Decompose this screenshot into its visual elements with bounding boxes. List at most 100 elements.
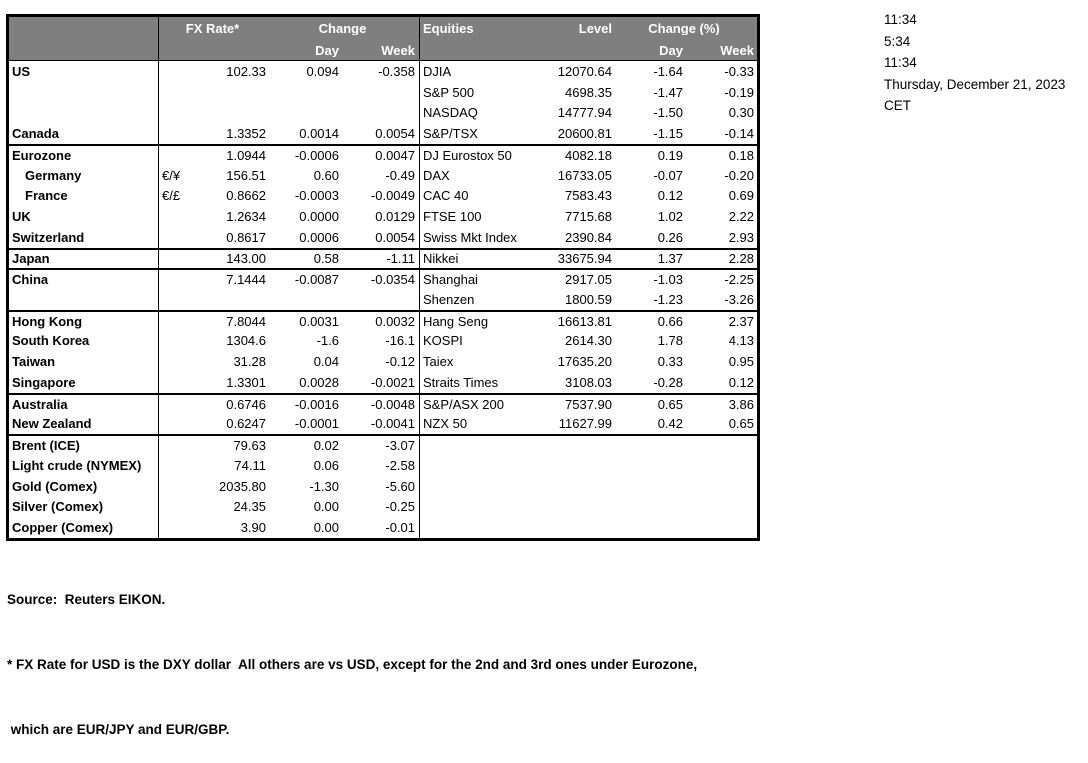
equity-week-change: -2.25	[724, 273, 754, 287]
fx-week-change: -1.11	[386, 252, 415, 266]
equity-week-change: -0.33	[724, 64, 754, 78]
equity-label	[419, 475, 544, 497]
currency-pair-label: €/£	[162, 189, 181, 203]
market-summary-table: FX Rate* Change Equities Level Change (%…	[6, 14, 760, 541]
equity-day-change: 0.42	[657, 417, 683, 431]
fx-rate-value: 0.8617	[226, 230, 266, 244]
equity-label: S&P 500	[419, 81, 544, 103]
equity-week-change: 3.86	[728, 397, 754, 411]
date-line: Thursday, December 21, 2023	[884, 76, 1066, 92]
country-label: Copper (Comex)	[9, 517, 159, 538]
fx-rate-value: 7.1444	[226, 273, 266, 287]
header-row-subcolumns: Day Week Day Week	[9, 40, 757, 60]
country-label: UK	[9, 206, 159, 227]
table-row: Singapore 1.3301 0.0028 -0.0021 Straits Time…	[9, 372, 757, 393]
fx-rate-value: 2035.80	[219, 479, 266, 493]
fx-week-change: 0.0054	[375, 127, 415, 141]
equity-level: 4698.35	[565, 85, 612, 99]
fx-day-change: 0.58	[313, 252, 339, 266]
fx-rate-value: 102.33	[226, 64, 266, 78]
equity-label: Hang Seng	[419, 311, 544, 331]
fx-rate-value: 0.8662	[226, 189, 266, 203]
table-row: South Korea 1304.6 -1.6 -16.1 KOSPI 2614.30 1.…	[9, 330, 757, 352]
fx-week-change: -3.07	[385, 439, 415, 453]
timestamp-block: 11:34 5:34 11:34 Thursday, December 21, …	[884, 9, 1065, 117]
equity-day-change: 1.78	[657, 334, 683, 348]
country-label: China	[9, 270, 159, 290]
country-label: Hong Kong	[9, 311, 159, 331]
equity-day-change: 0.65	[657, 397, 683, 411]
header-equity-blank	[419, 40, 544, 60]
country-label: Switzerland	[9, 226, 159, 248]
fx-rate-value: 143.00	[226, 252, 266, 266]
equity-level: 16613.81	[557, 314, 612, 328]
fx-week-change: -0.0041	[370, 417, 415, 431]
table-row: Silver (Comex) 24.35 0.00 -0.25	[9, 496, 757, 518]
fx-day-change: -0.0006	[294, 148, 339, 162]
equity-level: 2917.05	[565, 273, 612, 287]
equity-label: S&P/ASX 200	[419, 394, 544, 414]
fx-day-change: -0.0001	[294, 417, 339, 431]
fx-day-change: -0.0087	[294, 273, 339, 287]
equity-level: 2390.84	[565, 230, 612, 244]
equity-week-change: -0.19	[724, 85, 754, 99]
fx-rate-value: 7.8044	[226, 314, 266, 328]
table-row: France €/£ 0.8662 -0.0003 -0.0049 CAC 40 7583.…	[9, 185, 757, 207]
country-label: Silver (Comex)	[9, 496, 159, 518]
equity-week-change: 2.28	[728, 252, 754, 266]
table-row: S&P 500 4698.35 -1.47 -0.19	[9, 81, 757, 103]
equity-label: Shanghai	[419, 270, 544, 290]
equity-day-change: 1.37	[657, 252, 683, 266]
equity-day-change: -1.50	[653, 106, 683, 120]
fx-week-change: 0.0047	[375, 148, 415, 162]
table-row: Eurozone 1.0944 -0.0006 0.0047 DJ Eurostox 5…	[9, 143, 757, 165]
fx-rate-value: 1304.6	[226, 334, 266, 348]
equity-level: 33675.94	[557, 252, 612, 266]
fx-day-change: 0.0014	[299, 127, 339, 141]
equity-label	[419, 436, 544, 455]
country-label: France	[9, 185, 159, 207]
equity-day-change: -1.64	[653, 64, 683, 78]
header-equities: Equities	[419, 17, 544, 40]
header-equity-week: Week	[720, 43, 754, 57]
header-row-groups: FX Rate* Change Equities Level Change (%…	[9, 17, 757, 40]
fx-week-change: 0.0054	[375, 230, 415, 244]
equity-level: 7715.68	[565, 210, 612, 223]
fx-week-change: -0.358	[378, 64, 415, 78]
equity-week-change: -3.26	[724, 292, 754, 306]
equity-week-change: 2.93	[728, 230, 754, 244]
fx-rate-value: 31.28	[233, 355, 266, 369]
table-row: Shenzen 1800.59 -1.23 -3.26	[9, 289, 757, 310]
equity-label	[419, 496, 544, 518]
equity-label: S&P/TSX	[419, 123, 544, 144]
country-label: Canada	[9, 123, 159, 144]
fx-rate-value: 0.6247	[226, 417, 266, 431]
country-label: South Korea	[9, 330, 159, 352]
header-country-blank	[9, 17, 159, 40]
fx-week-change: -0.25	[385, 500, 415, 514]
equity-day-change: 1.02	[657, 210, 683, 223]
fx-rate-value: 24.35	[233, 500, 266, 514]
fx-day-change: 0.094	[306, 64, 339, 78]
country-label: Gold (Comex)	[9, 475, 159, 497]
equity-label	[419, 454, 544, 476]
header-fx-week: Week	[381, 43, 415, 57]
equity-week-change: 0.69	[728, 189, 754, 203]
table-row: UK 1.2634 0.0000 0.0129 FTSE 100 7715.68 1.02 2…	[9, 206, 757, 227]
header-level: Level	[578, 22, 612, 35]
fx-week-change: -0.0048	[370, 397, 415, 411]
country-label: Singapore	[9, 372, 159, 393]
header-equity-day: Day	[659, 43, 683, 57]
time-line-3: 11:34	[884, 55, 917, 70]
fx-week-change: -2.58	[385, 458, 415, 472]
fx-rate-value: 1.2634	[226, 210, 266, 223]
fx-day-change: 0.06	[313, 458, 339, 472]
country-label: New Zealand	[9, 413, 159, 435]
fx-day-change: 0.00	[313, 500, 339, 514]
country-label: Eurozone	[9, 145, 159, 165]
table-row: New Zealand 0.6247 -0.0001 -0.0041 NZX 50 116…	[9, 413, 757, 435]
footnotes: Source: Reuters EIKON. * FX Rate for USD…	[7, 545, 697, 763]
fx-week-change: 0.0032	[375, 314, 415, 328]
time-line-2: 5:34	[884, 33, 911, 49]
table-header: FX Rate* Change Equities Level Change (%…	[9, 17, 757, 61]
